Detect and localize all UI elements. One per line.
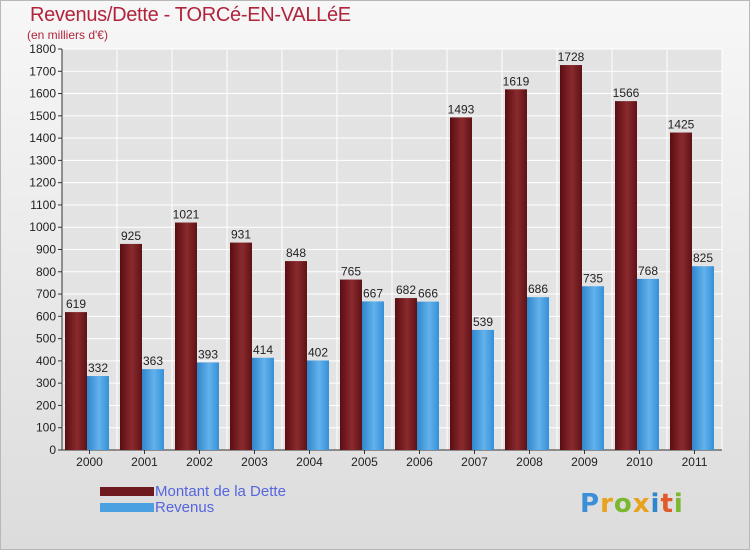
bar-revenue [142,369,164,450]
data-label: 1021 [173,208,200,222]
bar-debt [230,242,252,450]
bar-debt [560,65,582,450]
chart-subtitle: (en milliers d'€) [27,28,108,42]
bar-debt [450,117,472,451]
y-tick-label: 1800 [29,42,56,56]
data-label: 1619 [503,74,530,88]
y-tick-label: 700 [36,287,56,301]
x-tick-label: 2000 [76,455,103,469]
legend-swatch-debt [100,487,154,496]
data-label: 768 [638,264,658,278]
x-tick-label: 2006 [406,455,433,469]
logo-letter: x [632,489,651,519]
x-tick-label: 2007 [461,455,488,469]
proxiti-logo: Proxiti [580,489,684,519]
data-label: 735 [583,271,603,285]
y-tick-label: 500 [36,332,56,346]
data-label: 363 [143,354,163,368]
y-tick-label: 1700 [29,64,56,78]
bar-revenue [307,360,329,450]
bar-revenue [417,301,439,450]
bar-debt [505,89,527,450]
data-label: 393 [198,347,218,361]
y-tick-label: 0 [49,443,56,457]
x-tick-label: 2010 [626,455,653,469]
y-tick-label: 800 [36,265,56,279]
legend-label-debt: Montant de la Dette [155,483,286,500]
bar-debt [285,261,307,450]
data-label: 765 [341,265,361,279]
y-tick-label: 1100 [30,198,56,212]
legend-swatch-revenue [100,503,154,512]
bar-revenue [362,301,384,450]
y-tick-label: 1300 [29,153,56,167]
data-label: 686 [528,282,548,296]
x-tick-label: 2009 [571,455,598,469]
bar-revenue [582,286,604,450]
data-label: 931 [231,228,251,242]
bar-revenue [527,297,549,450]
data-label: 682 [396,283,416,297]
data-label: 619 [66,297,86,311]
x-tick-label: 2003 [241,455,268,469]
bar-revenue [197,362,219,450]
bar-revenue [252,357,274,450]
bar-debt [340,279,362,450]
x-tick-label: 2004 [296,455,323,469]
y-tick-label: 400 [36,354,56,368]
y-tick-label: 900 [36,243,56,257]
gridlines [61,48,723,451]
y-tick-label: 1000 [29,220,56,234]
logo-letter: r [600,489,614,519]
y-tick-label: 200 [36,398,56,412]
logo-letter: i [673,489,684,519]
logo-letter: i [650,489,661,519]
bars [65,65,714,451]
data-label: 666 [418,287,438,301]
bar-revenue [692,266,714,450]
bar-debt [65,312,87,450]
bar-debt [120,243,142,450]
y-tick-label: 1200 [29,176,56,190]
bar-debt [395,298,417,450]
data-label: 539 [473,315,493,329]
data-label: 402 [308,345,328,359]
data-label: 1425 [668,118,695,132]
y-tick-label: 1600 [29,87,56,101]
bar-revenue [87,376,109,450]
y-tick-label: 1500 [29,109,56,123]
bar-revenue [472,329,494,450]
data-label: 414 [253,343,273,357]
logo-letter: t [660,489,674,519]
x-tick-label: 2002 [186,455,213,469]
data-label: 825 [693,251,713,265]
y-tick-label: 100 [36,421,56,435]
axes: 0 100 200 300 400 500 600 700 800 900 1000 1100 1200… [29,42,722,469]
x-tick-label: 2008 [516,455,543,469]
data-label: 1566 [613,86,640,100]
x-tick-label: 2001 [131,455,158,469]
legend-label-revenue: Revenus [155,499,215,516]
y-tick-label: 300 [36,376,56,390]
logo-letter: P [580,489,601,519]
chart-title: Revenus/Dette - TORCé-EN-VALLéE [30,4,351,26]
data-label: 332 [88,361,108,375]
bar-revenue [637,278,659,450]
bar-debt [615,101,637,450]
x-tick-label: 2005 [351,455,378,469]
x-tick-label: 2011 [682,455,708,469]
data-label: 1728 [558,50,585,64]
data-label: 1493 [448,102,475,116]
data-label: 667 [363,286,383,300]
bar-debt [175,222,197,450]
bar-debt [670,132,692,450]
logo-letter: o [613,489,633,519]
y-tick-label: 1400 [29,131,56,145]
data-label: 925 [121,229,141,243]
data-label: 848 [286,246,306,260]
y-tick-label: 600 [36,309,56,323]
